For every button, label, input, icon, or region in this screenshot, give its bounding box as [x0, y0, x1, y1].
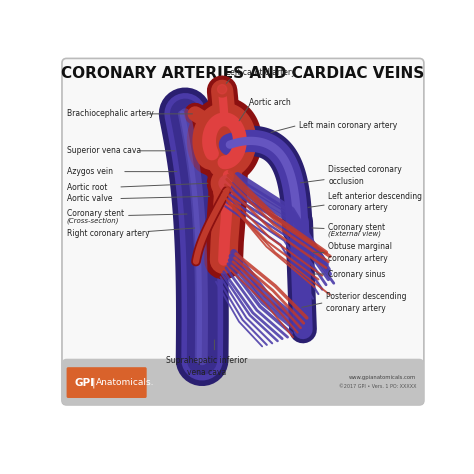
Text: Aortic valve: Aortic valve: [66, 194, 112, 203]
Text: Posterior descending
coronary artery: Posterior descending coronary artery: [326, 292, 407, 312]
Text: Obtuse marginal
coronary artery: Obtuse marginal coronary artery: [328, 242, 392, 263]
Text: GPI: GPI: [74, 378, 94, 388]
Text: Left main coronary artery: Left main coronary artery: [299, 121, 397, 130]
Text: (Cross-section): (Cross-section): [66, 218, 119, 224]
Text: Aortic root: Aortic root: [66, 182, 107, 191]
Text: Azygos vein: Azygos vein: [66, 167, 113, 176]
Text: (External view): (External view): [328, 231, 382, 237]
Text: |: |: [91, 377, 95, 388]
Text: Left carotid artery: Left carotid artery: [226, 68, 296, 77]
Text: Left anterior descending
coronary artery: Left anterior descending coronary artery: [328, 192, 422, 212]
Text: Dissected coronary
occlusion: Dissected coronary occlusion: [328, 165, 402, 185]
Circle shape: [213, 183, 241, 211]
Text: CORONARY ARTERIES AND CARDIAC VEINS: CORONARY ARTERIES AND CARDIAC VEINS: [61, 66, 425, 82]
Text: Coronary stent: Coronary stent: [328, 223, 385, 232]
FancyBboxPatch shape: [62, 58, 424, 405]
Text: Coronary stent: Coronary stent: [66, 210, 124, 219]
Text: Anatomicals.: Anatomicals.: [96, 378, 155, 387]
Circle shape: [219, 175, 235, 191]
Circle shape: [214, 82, 230, 97]
FancyBboxPatch shape: [62, 359, 424, 405]
Text: Brachiocephalic artery: Brachiocephalic artery: [66, 109, 154, 118]
Circle shape: [208, 164, 246, 202]
Text: Aortic arch: Aortic arch: [249, 98, 291, 107]
Text: Coronary sinus: Coronary sinus: [328, 270, 386, 279]
Text: Superior vena cava: Superior vena cava: [66, 146, 141, 155]
Text: Suprahepatic inferior
vena cava: Suprahepatic inferior vena cava: [166, 356, 247, 376]
Circle shape: [218, 84, 227, 94]
Circle shape: [216, 186, 237, 208]
Text: ©2017 GPI • Vers. 1 PO: XXXXX: ©2017 GPI • Vers. 1 PO: XXXXX: [339, 384, 416, 389]
Text: Right coronary artery: Right coronary artery: [66, 229, 149, 237]
Text: www.gpianatomicals.com: www.gpianatomicals.com: [349, 375, 416, 381]
FancyBboxPatch shape: [66, 367, 146, 398]
Circle shape: [211, 168, 242, 199]
